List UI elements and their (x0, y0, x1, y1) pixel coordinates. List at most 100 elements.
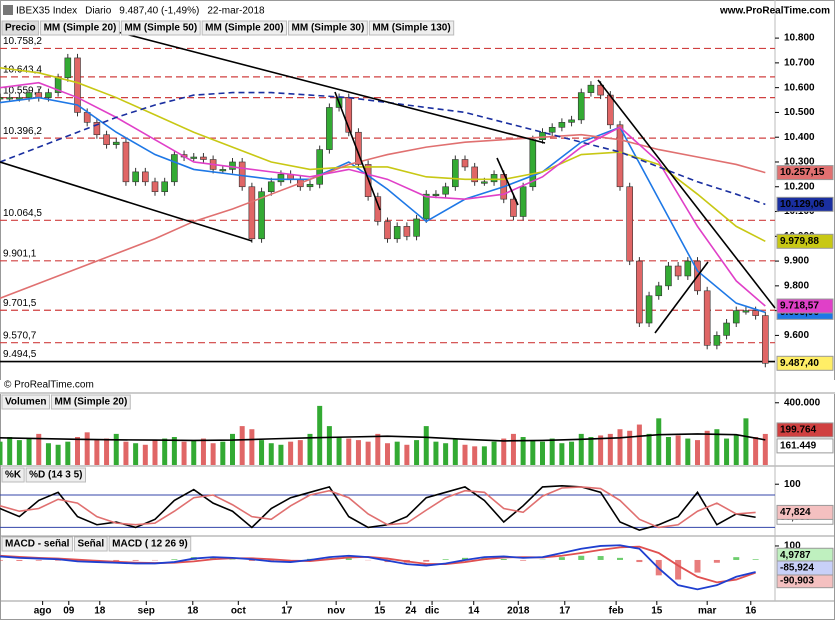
histogram-bar (617, 557, 623, 560)
volume-bar (355, 440, 361, 465)
legend-entry: Precio (5, 23, 36, 34)
legend-entry-box (25, 467, 86, 483)
y-tick-label: 100 (784, 479, 801, 490)
candle (539, 131, 546, 140)
candle (238, 161, 246, 188)
volume-bar (753, 437, 759, 465)
volume-bar (336, 437, 342, 465)
volume-bar (365, 441, 371, 465)
candle (403, 226, 411, 237)
candle (112, 141, 120, 145)
x-tick-label: 15 (374, 606, 386, 617)
volume-bar (171, 437, 177, 465)
histogram-bar (675, 559, 682, 580)
volume-bar (152, 440, 158, 465)
header-header_value: 9.487,40 (-1,49%) (119, 6, 199, 17)
y-tick-label: 10.300 (784, 157, 815, 168)
x-tick-label: 15 (651, 606, 663, 617)
moving-average (0, 67, 766, 243)
legend-entry: Volumen (5, 397, 46, 408)
last-value-box (776, 298, 834, 314)
volume-bar (297, 440, 303, 465)
volume-bar (743, 418, 749, 465)
level-label: 9.570,7 (3, 330, 37, 341)
candle (171, 154, 178, 183)
legend-entry: MM (Simple 20) (44, 23, 117, 34)
y-tick-label: 400.000 (784, 397, 821, 408)
candle (64, 57, 72, 79)
histogram-bar (500, 558, 507, 560)
volume-bar (230, 433, 235, 465)
moving-average (0, 91, 766, 206)
legend-entry: MACD ( 12 26 9) (112, 539, 188, 550)
volume-bar (133, 443, 139, 465)
icon[interactable] (3, 5, 13, 15)
histogram-bar (636, 559, 643, 563)
candle (6, 97, 13, 100)
header-subtitle: Diario (85, 6, 112, 17)
volume-bar (16, 440, 22, 465)
volume-bar (491, 441, 497, 465)
candle (277, 174, 285, 183)
histogram-bar (171, 559, 178, 560)
y-tick-label: 10.200 (784, 181, 815, 192)
level-label: 9.494,5 (3, 349, 37, 360)
last-value-box (776, 422, 834, 438)
last-value-box (776, 196, 834, 212)
last-value-label: 47,824 (780, 507, 811, 518)
volume-bar (45, 443, 51, 465)
candle (229, 161, 236, 170)
legend-entry: %K (5, 470, 22, 481)
trend-line (654, 261, 709, 334)
separator (0, 380, 835, 394)
candle (762, 315, 769, 364)
x-tick-label: 14 (468, 606, 480, 617)
last-value-box (776, 438, 834, 454)
y-tick-label: 9.900 (784, 256, 809, 267)
candle (326, 107, 333, 150)
candle (25, 92, 33, 98)
volume-bar (510, 433, 516, 465)
volume-bar (200, 438, 206, 465)
last-value-box (776, 560, 834, 576)
candle (0, 97, 4, 100)
legend-entry-box (1, 467, 25, 483)
volume-bar (636, 424, 642, 465)
macd-line (0, 544, 756, 591)
volume-bar (675, 435, 681, 465)
x-tick-label: 18 (94, 606, 106, 617)
candle (16, 97, 23, 100)
candle (558, 122, 566, 128)
volume-bar (423, 426, 429, 465)
candle (752, 310, 759, 316)
volume-average (0, 433, 766, 442)
x-tick-label: 18 (187, 606, 199, 617)
x-tick-label: 2018 (507, 606, 530, 617)
y-tick-label: 9.600 (784, 330, 809, 341)
histogram-bar (16, 559, 23, 561)
volume-bar (94, 440, 100, 465)
x-tick-label: 16 (745, 606, 757, 617)
candle (645, 295, 653, 324)
volume-bar (501, 438, 507, 465)
volume-bar (665, 437, 671, 465)
last-value-label: -85,924 (780, 563, 814, 574)
trend-line (496, 157, 519, 206)
volume-bar (123, 441, 129, 465)
candle (626, 186, 633, 262)
volume-bar (607, 433, 613, 465)
legend-entry-box (1, 20, 40, 36)
candle (384, 221, 391, 240)
volume-bar (307, 433, 313, 465)
legend-entry-box (108, 536, 192, 552)
candle (161, 181, 168, 193)
y-tick-label: 10.400 (784, 132, 815, 143)
volume-bar (433, 441, 439, 465)
candle (45, 92, 52, 98)
volume-bar (540, 441, 545, 465)
last-value-box (776, 504, 834, 520)
volume-bar (656, 418, 662, 465)
legend-entry: Señal (77, 539, 104, 550)
volume-bar (762, 433, 768, 465)
candle (442, 186, 449, 195)
